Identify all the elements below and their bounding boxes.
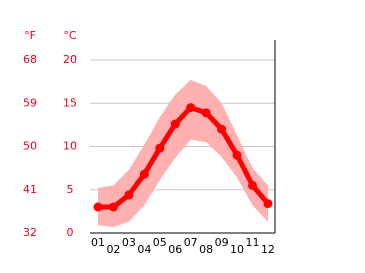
y-tick-label: 20 (63, 53, 77, 66)
f-axis-label: °F (24, 29, 36, 42)
x-tick-label: 01 (91, 236, 105, 249)
x-tick-label: 03 (122, 236, 136, 249)
y-tick-label: 5 (67, 183, 74, 196)
x-tick-label: 07 (184, 236, 198, 249)
y-tick-label: 0 (67, 226, 74, 239)
x-tick-label: 12 (261, 243, 275, 256)
y2-tick-label: 32 (23, 226, 37, 239)
y2-tick-label: 41 (23, 183, 37, 196)
y2-tick-label: 50 (23, 140, 37, 153)
y2-tick-label: 68 (23, 53, 37, 66)
point (248, 180, 257, 190)
range-band (98, 79, 268, 227)
x-tick-label: 02 (106, 243, 120, 256)
point (124, 190, 134, 200)
x-tick-label: 09 (215, 236, 229, 249)
point (170, 119, 180, 129)
point (232, 150, 242, 160)
y-tick-label: 10 (63, 140, 77, 153)
point (201, 108, 211, 118)
x-tick-label: 05 (153, 236, 167, 249)
point (108, 202, 118, 212)
x-tick-label: 06 (168, 243, 182, 256)
x-tick-label: 11 (246, 236, 260, 249)
y-tick-label: 15 (63, 96, 77, 109)
point (186, 103, 196, 113)
point (263, 199, 273, 209)
y2-tick-label: 59 (23, 96, 37, 109)
point (93, 202, 103, 212)
x-tick-label: 04 (137, 243, 151, 256)
x-tick-label: 08 (199, 243, 213, 256)
c-axis-label: °C (63, 29, 77, 42)
point (217, 124, 227, 134)
point (155, 143, 165, 153)
point (139, 169, 149, 179)
x-tick-label: 10 (230, 243, 244, 256)
